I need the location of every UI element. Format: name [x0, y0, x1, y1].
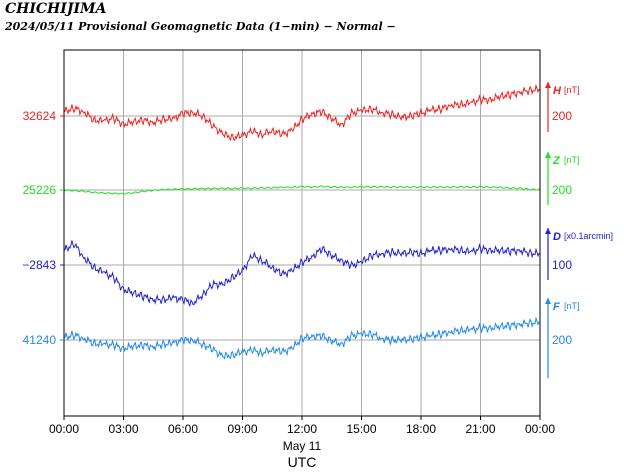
- x-axis-label: UTC: [288, 454, 317, 470]
- x-tick-label: 00:00: [525, 422, 555, 436]
- baseline-label-F: 41240: [23, 333, 57, 347]
- baseline-label-Z: 25226: [23, 183, 57, 197]
- component-unit-F: [nT]: [564, 301, 580, 311]
- component-unit-Z: [nT]: [564, 155, 580, 165]
- arrowhead-F: [545, 298, 551, 304]
- x-tick-label: 21:00: [465, 422, 495, 436]
- component-name-D: D: [553, 231, 561, 243]
- date-label: May 11: [283, 439, 322, 453]
- baseline-label-D: −2843: [22, 258, 56, 272]
- arrowhead-Z: [545, 152, 551, 158]
- scale-label-Z: 200: [552, 183, 572, 197]
- x-tick-label: 18:00: [406, 422, 436, 436]
- x-tick-label: 06:00: [168, 422, 198, 436]
- component-name-F: F: [553, 301, 560, 313]
- axes: 00:00 03:00 06:00 09:00 12:00 15:00 18:00 21:00…: [22, 109, 555, 436]
- component-name-H: H: [553, 85, 562, 97]
- x-tick-label: 12:00: [287, 422, 317, 436]
- traces: [63, 83, 541, 360]
- scale-label-D: 100: [552, 258, 572, 272]
- component-unit-H: [nT]: [564, 85, 580, 95]
- component-name-Z: Z: [552, 155, 561, 167]
- trace-H: [63, 83, 540, 142]
- scale-label-H: 200: [552, 109, 572, 123]
- x-tick-label: 09:00: [227, 422, 257, 436]
- grid: [64, 50, 540, 416]
- baseline-label-H: 32624: [23, 109, 57, 123]
- station-title: CHICHIJIMA: [5, 1, 107, 17]
- scale-label-F: 200: [552, 333, 572, 347]
- x-tick-label: 03:00: [108, 422, 138, 436]
- trace-Z: [63, 185, 541, 195]
- x-tick-label: 00:00: [49, 422, 79, 436]
- trace-D: [63, 240, 541, 307]
- trace-F: [63, 316, 540, 360]
- component-unit-D: [x0.1arcmin]: [564, 231, 613, 241]
- arrowhead-H: [545, 82, 551, 88]
- chart-subtitle: 2024/05/11 Provisional Geomagnetic Data …: [5, 20, 396, 33]
- arrowhead-D: [545, 228, 551, 234]
- x-tick-label: 15:00: [346, 422, 376, 436]
